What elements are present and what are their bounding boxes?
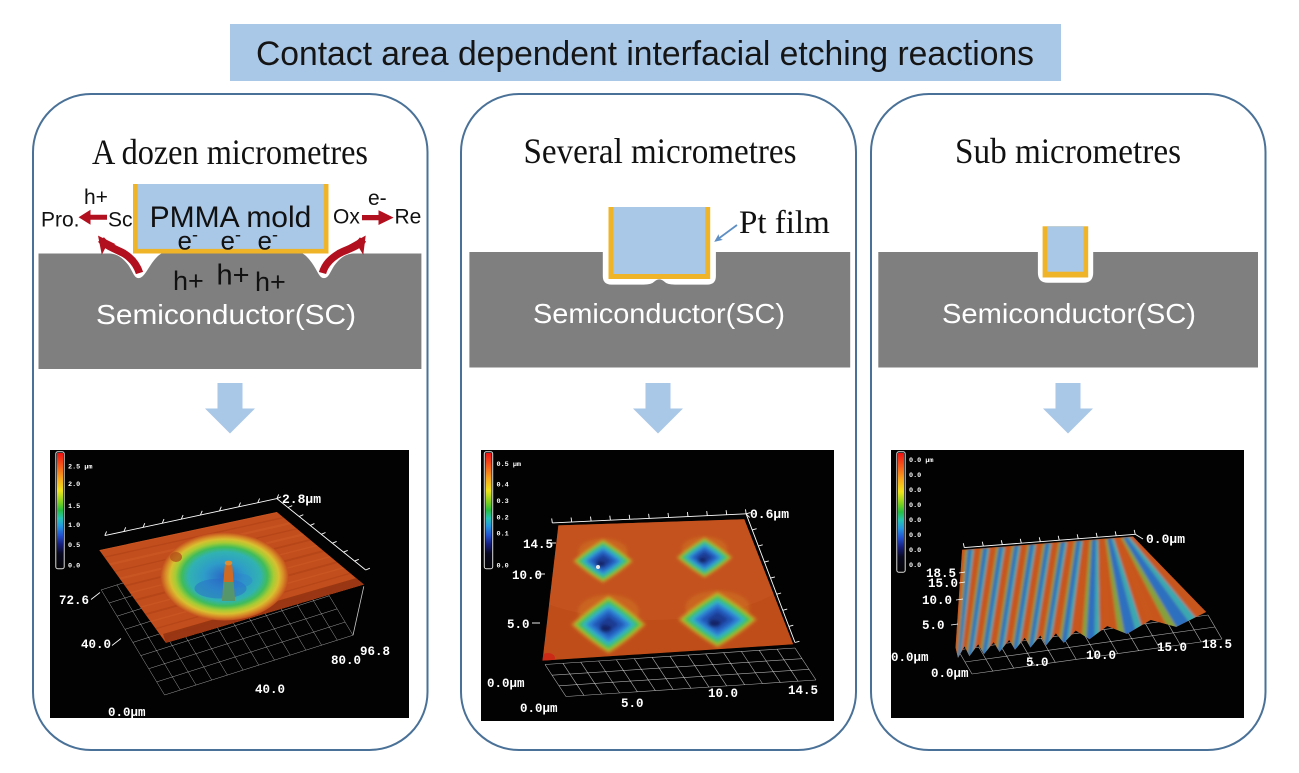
svg-text:2.5 µm: 2.5 µm xyxy=(68,464,92,472)
svg-text:1.0: 1.0 xyxy=(68,522,80,530)
svg-text:10.0: 10.0 xyxy=(922,594,952,608)
svg-text:0.0µm: 0.0µm xyxy=(108,706,146,720)
svg-text:15.0: 15.0 xyxy=(928,577,958,591)
svg-text:0.4: 0.4 xyxy=(497,482,509,490)
svg-text:18.5: 18.5 xyxy=(926,567,956,581)
svg-text:5.0: 5.0 xyxy=(1026,656,1049,670)
svg-text:0.0: 0.0 xyxy=(909,517,921,525)
svg-text:0.0: 0.0 xyxy=(909,487,921,495)
svg-text:0.0µm: 0.0µm xyxy=(1146,532,1185,547)
svg-text:Sc: Sc xyxy=(108,209,133,232)
svg-text:0.0: 0.0 xyxy=(909,532,921,540)
svg-text:18.5: 18.5 xyxy=(1202,638,1232,652)
svg-text:1.5: 1.5 xyxy=(68,503,80,511)
svg-text:0.5 µm: 0.5 µm xyxy=(497,461,521,469)
svg-text:72.6: 72.6 xyxy=(59,594,89,608)
svg-text:5.0: 5.0 xyxy=(922,619,945,633)
svg-text:14.5: 14.5 xyxy=(788,684,818,698)
svg-text:0.0: 0.0 xyxy=(909,472,921,480)
svg-text:Pro.: Pro. xyxy=(41,209,80,232)
svg-text:0.0: 0.0 xyxy=(497,563,509,571)
svg-text:h+: h+ xyxy=(217,260,250,292)
svg-text:0.0: 0.0 xyxy=(68,563,80,571)
svg-text:2.0: 2.0 xyxy=(68,481,80,489)
svg-text:0.5: 0.5 xyxy=(68,542,80,550)
svg-text:2.8µm: 2.8µm xyxy=(282,492,321,507)
svg-text:0.0µm: 0.0µm xyxy=(931,667,969,681)
svg-text:Several micrometres: Several micrometres xyxy=(524,131,797,171)
svg-text:5.0: 5.0 xyxy=(507,618,530,632)
svg-text:Sub micrometres: Sub micrometres xyxy=(955,131,1181,171)
svg-text:Semiconductor(SC): Semiconductor(SC) xyxy=(533,298,785,329)
svg-text:0.0: 0.0 xyxy=(909,502,921,510)
svg-text:0.3: 0.3 xyxy=(497,498,509,506)
svg-text:h+: h+ xyxy=(173,266,204,296)
svg-text:10.0: 10.0 xyxy=(708,687,738,701)
svg-text:80.0: 80.0 xyxy=(331,654,361,668)
svg-text:e-: e- xyxy=(368,187,387,210)
svg-text:PMMA mold: PMMA mold xyxy=(150,201,312,234)
svg-text:5.0: 5.0 xyxy=(621,697,644,711)
svg-text:0.2: 0.2 xyxy=(497,514,509,522)
svg-text:0.0µm: 0.0µm xyxy=(891,651,929,665)
svg-text:0.0: 0.0 xyxy=(909,562,921,570)
svg-text:0.6µm: 0.6µm xyxy=(750,507,789,522)
svg-text:40.0: 40.0 xyxy=(255,683,285,697)
svg-text:10.0: 10.0 xyxy=(1086,649,1116,663)
svg-text:Pt film: Pt film xyxy=(739,205,830,241)
svg-text:15.0: 15.0 xyxy=(1157,641,1187,655)
svg-text:Re: Re xyxy=(395,206,422,229)
svg-text:h+: h+ xyxy=(84,186,108,209)
svg-text:0.0µm: 0.0µm xyxy=(487,677,525,691)
svg-text:0.0 µm: 0.0 µm xyxy=(909,457,933,465)
svg-text:14.5: 14.5 xyxy=(523,538,553,552)
svg-text:h+: h+ xyxy=(255,267,286,297)
svg-text:Contact area dependent interfa: Contact area dependent interfacial etchi… xyxy=(256,35,1034,73)
svg-text:Ox: Ox xyxy=(333,206,360,229)
svg-text:Semiconductor(SC): Semiconductor(SC) xyxy=(96,299,356,330)
svg-text:0.0: 0.0 xyxy=(909,547,921,555)
svg-text:0.1: 0.1 xyxy=(497,531,509,539)
svg-text:Semiconductor(SC): Semiconductor(SC) xyxy=(942,298,1196,329)
svg-text:10.0: 10.0 xyxy=(512,569,542,583)
svg-text:0.0µm: 0.0µm xyxy=(520,702,558,716)
svg-text:96.8: 96.8 xyxy=(360,645,390,659)
svg-text:A dozen micrometres: A dozen micrometres xyxy=(92,132,368,172)
svg-text:40.0: 40.0 xyxy=(81,638,111,652)
